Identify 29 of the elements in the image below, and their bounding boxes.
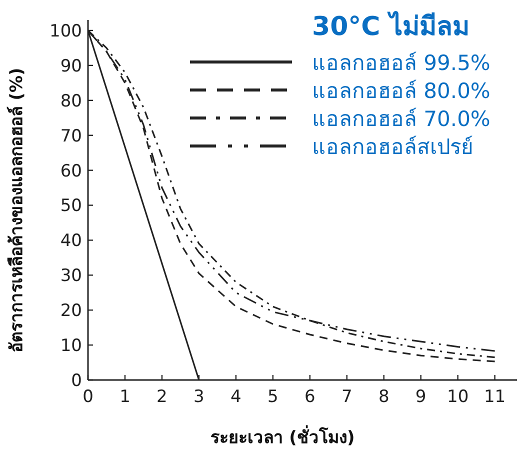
x-tick-label: 5 <box>268 387 278 407</box>
x-tick-label: 9 <box>415 387 426 407</box>
legend-label: แอลกอฮอล์สเปรย์ <box>312 135 473 159</box>
y-tick-label: 30 <box>60 266 82 286</box>
y-tick-label: 60 <box>60 161 82 182</box>
x-tick-label: 7 <box>341 387 352 407</box>
y-tick-label: 70 <box>60 126 82 146</box>
x-tick-label: 10 <box>447 387 469 407</box>
y-tick-label: 90 <box>60 56 82 76</box>
y-tick-label: 40 <box>60 231 82 252</box>
y-tick-label: 10 <box>60 336 82 356</box>
legend-title: 30°C ไม่มีลม <box>312 10 470 42</box>
x-tick-label: 4 <box>230 387 242 407</box>
y-tick-label: 80 <box>60 91 82 112</box>
legend-label: แอลกอฮอล์ 99.5% <box>312 51 490 75</box>
x-tick-label: 11 <box>484 387 506 407</box>
x-tick-label: 6 <box>304 387 316 407</box>
y-tick-label: 20 <box>60 301 82 322</box>
legend-label: แอลกอฮอล์ 80.0% <box>312 79 490 103</box>
legend-label: แอลกอฮอล์ 70.0% <box>312 107 490 131</box>
y-axis-title: อัตราการเหลือค้างของแอลกอฮอล์ (%) <box>6 68 27 352</box>
x-tick-label: 2 <box>156 387 168 407</box>
y-tick-label: 50 <box>60 196 82 216</box>
y-tick-label: 100 <box>50 21 82 42</box>
x-tick-label: 3 <box>194 387 204 407</box>
x-axis-title: ระยะเวลา (ชั่วโมง) <box>210 425 355 448</box>
y-tick-label: 0 <box>71 371 82 391</box>
x-tick-label: 8 <box>378 387 390 407</box>
x-tick-label: 1 <box>120 387 130 407</box>
